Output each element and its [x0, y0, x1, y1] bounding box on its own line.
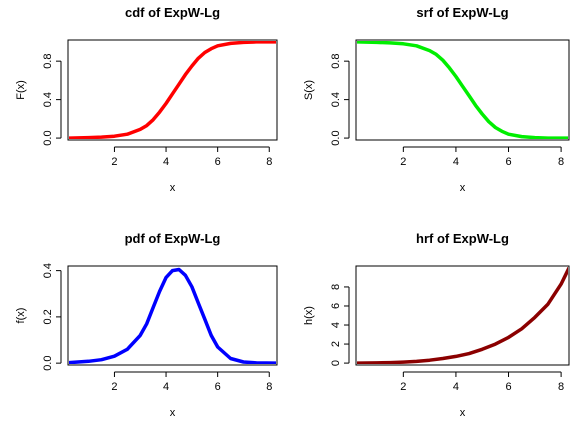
y-tick-label-hrf: 0 — [330, 360, 342, 366]
chart-title-cdf: cdf of ExpW-Lg — [125, 5, 220, 20]
plot-frame-srf — [355, 39, 570, 141]
y-tick-label-pdf: 0.0 — [42, 356, 54, 371]
y-tick-label-hrf: 6 — [330, 303, 342, 309]
chart-title-srf: srf of ExpW-Lg — [416, 5, 508, 20]
x-tick-label-hrf: 4 — [453, 381, 459, 393]
y-tick-label-srf: 0.0 — [330, 130, 342, 145]
x-tick-label-cdf: 4 — [163, 156, 169, 168]
y-tick-label-hrf: 2 — [330, 341, 342, 347]
y-tick-label-srf: 0.4 — [330, 92, 342, 107]
x-tick-label-pdf: 6 — [215, 381, 221, 393]
plot-frame-pdf — [67, 265, 278, 366]
x-tick-label-cdf: 2 — [111, 156, 117, 168]
panel-hrf: hrf of ExpW-Lg x h(x) 2 4 6 8 0 2 4 6 8 — [303, 231, 570, 419]
x-tick-label-srf: 6 — [505, 156, 511, 168]
x-axis-label-srf: x — [460, 182, 466, 194]
y-axis-label-cdf: F(x) — [15, 80, 27, 100]
x-axis-label-pdf: x — [170, 407, 176, 419]
panel-pdf: pdf of ExpW-Lg x f(x) 2 4 6 8 0.0 0.2 0.4 — [15, 231, 278, 419]
x-tick-label-pdf: 8 — [266, 381, 272, 393]
plot-frame-hrf — [355, 265, 570, 366]
x-axis-label-cdf: x — [170, 182, 176, 194]
plot-frame-cdf — [67, 39, 278, 141]
x-tick-label-hrf: 8 — [558, 381, 564, 393]
y-tick-label-cdf: 0.8 — [42, 54, 54, 69]
y-tick-label-pdf: 0.2 — [42, 309, 54, 324]
x-tick-label-pdf: 4 — [163, 381, 169, 393]
panel-srf: srf of ExpW-Lg x S(x) 2 4 6 8 0.0 0.4 0.8 — [303, 5, 570, 194]
x-tick-label-hrf: 6 — [505, 381, 511, 393]
series-line-pdf — [69, 267, 276, 364]
y-tick-label-srf: 0.8 — [330, 54, 342, 69]
y-tick-label-pdf: 0.4 — [42, 263, 54, 278]
x-tick-label-cdf: 8 — [266, 156, 272, 168]
x-tick-label-srf: 2 — [400, 156, 406, 168]
panel-cdf: cdf of ExpW-Lg x F(x) 2 4 6 8 0.0 0.4 0.8 — [15, 5, 278, 194]
y-axis-label-srf: S(x) — [303, 80, 315, 100]
x-tick-label-srf: 8 — [558, 156, 564, 168]
y-axis-label-hrf: h(x) — [303, 306, 315, 325]
series-line-cdf — [69, 41, 276, 139]
y-tick-label-hrf: 8 — [330, 284, 342, 290]
y-axis-label-pdf: f(x) — [15, 308, 27, 324]
y-tick-label-hrf: 4 — [330, 322, 342, 328]
y-tick-label-cdf: 0.0 — [42, 130, 54, 145]
chart-title-hrf: hrf of ExpW-Lg — [416, 231, 509, 246]
series-line-hrf — [357, 267, 568, 364]
y-tick-label-cdf: 0.4 — [42, 92, 54, 107]
x-tick-label-hrf: 2 — [400, 381, 406, 393]
x-tick-label-srf: 4 — [453, 156, 459, 168]
x-axis-label-hrf: x — [460, 407, 466, 419]
x-tick-label-pdf: 2 — [111, 381, 117, 393]
chart-title-pdf: pdf of ExpW-Lg — [125, 231, 221, 246]
x-tick-label-cdf: 6 — [215, 156, 221, 168]
series-line-srf — [357, 41, 568, 139]
